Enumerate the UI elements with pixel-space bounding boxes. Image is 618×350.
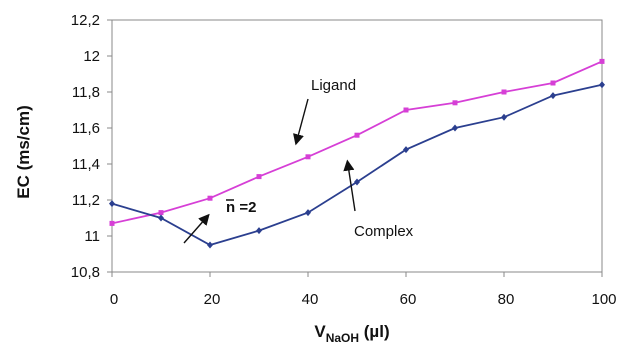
complex-series-line bbox=[111, 83, 603, 246]
ligand-data-point bbox=[109, 220, 115, 226]
x-axis-title: VNaOH (µl) bbox=[314, 322, 389, 345]
complex-data-point bbox=[403, 146, 409, 154]
y-tick-label: 12,2 bbox=[71, 12, 100, 29]
x-tick-label: 40 bbox=[302, 291, 319, 308]
ligand-data-point bbox=[403, 107, 409, 113]
series-layer bbox=[109, 58, 605, 249]
complex-data-point bbox=[599, 81, 605, 89]
ligand-annotation-arrow bbox=[293, 98, 309, 146]
plot-border bbox=[111, 19, 603, 273]
complex-data-point bbox=[305, 209, 311, 217]
complex-data-point bbox=[501, 113, 507, 121]
ligand-data-point bbox=[256, 174, 262, 180]
ligand-data-point bbox=[501, 89, 507, 95]
ligand-data-point bbox=[550, 80, 556, 86]
y-axis-ticks: 10,8 11 11,2 11,4 11,6 11,8 12 12,2 bbox=[71, 12, 112, 281]
x-tick-label: 0 bbox=[110, 291, 118, 308]
n-bar-suffix: =2 bbox=[235, 199, 256, 216]
complex-data-point bbox=[452, 124, 458, 132]
x-tick-label: 100 bbox=[591, 291, 616, 308]
n-bar-annotation: n =2 bbox=[226, 199, 256, 216]
plot-area bbox=[111, 19, 603, 273]
complex-annotation-arrow bbox=[343, 159, 356, 212]
x-axis-ticks: 0 20 40 60 80 100 bbox=[110, 272, 617, 308]
x-axis-title-unit: (µl) bbox=[359, 322, 390, 341]
x-axis-title-main: V bbox=[314, 322, 326, 341]
ligand-data-point bbox=[207, 195, 213, 201]
y-tick-label: 11,8 bbox=[72, 84, 100, 101]
ligand-data-point bbox=[452, 100, 458, 106]
n-bar-symbol: n bbox=[226, 199, 235, 216]
y-tick-label: 11,4 bbox=[72, 156, 100, 173]
ligand-series-line bbox=[111, 60, 603, 225]
y-tick-label: 11,6 bbox=[72, 120, 100, 137]
x-axis-title-subscript: NaOH bbox=[326, 331, 359, 345]
x-tick-label: 60 bbox=[400, 291, 417, 308]
n-bar-annotation-arrow bbox=[183, 213, 210, 244]
y-axis-title: EC (ms/cm) bbox=[14, 105, 33, 199]
ligand-data-point bbox=[354, 132, 360, 138]
y-tick-label: 12 bbox=[83, 48, 100, 65]
x-tick-label: 80 bbox=[498, 291, 515, 308]
ligand-data-point bbox=[599, 58, 605, 64]
complex-data-point bbox=[109, 200, 115, 208]
complex-data-point bbox=[354, 178, 360, 186]
y-tick-label: 11 bbox=[84, 228, 100, 245]
y-tick-label: 10,8 bbox=[71, 264, 100, 281]
complex-data-point bbox=[207, 241, 213, 249]
complex-data-point bbox=[256, 227, 262, 235]
ligand-data-point bbox=[158, 210, 164, 216]
ligand-annotation: Ligand bbox=[311, 77, 356, 94]
x-tick-label: 20 bbox=[204, 291, 221, 308]
complex-data-point bbox=[550, 92, 556, 100]
y-tick-label: 11,2 bbox=[72, 192, 100, 209]
ligand-data-point bbox=[305, 154, 311, 160]
complex-annotation: Complex bbox=[354, 223, 414, 240]
complex-data-point bbox=[158, 214, 164, 222]
